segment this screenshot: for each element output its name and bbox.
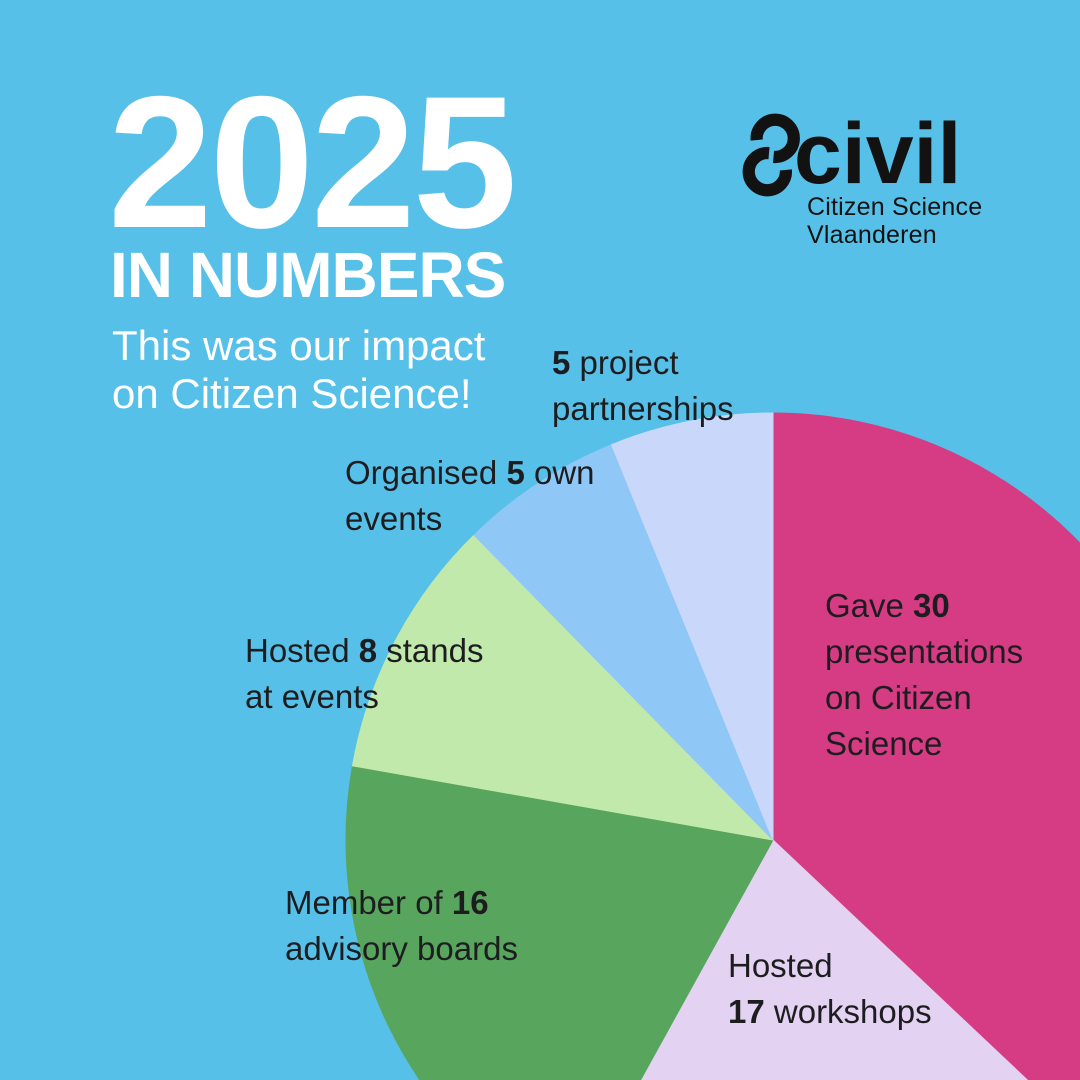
subtitle-line2: on Citizen Science! xyxy=(112,370,472,417)
pie-label-line: Science xyxy=(825,721,1023,767)
logo-tagline-line1: Citizen Science xyxy=(807,193,983,221)
pie-label-line: presentations xyxy=(825,629,1023,675)
pie-label-workshops: Hosted 17 workshops xyxy=(728,943,932,1035)
pie-label-line: advisory boards xyxy=(285,926,518,972)
title-heading: IN NUMBERS xyxy=(110,239,506,311)
pie-label-own-events: Organised 5 own events xyxy=(345,450,595,542)
pie-label-line: 17 workshops xyxy=(728,989,932,1035)
pie-label-text: own xyxy=(524,454,595,491)
pie-label-line: at events xyxy=(245,674,484,720)
logo-tagline: Citizen Science Vlaanderen xyxy=(807,193,982,249)
pie-label-value: 17 xyxy=(728,993,765,1030)
subtitle-line1: This was our impact xyxy=(112,322,486,369)
scivil-logo: civil Citizen Science Vlaanderen xyxy=(738,106,998,249)
pie-label-value: 16 xyxy=(451,884,489,921)
pie-label-text: stands xyxy=(377,632,484,669)
pie-label-project-partnerships: 5 project partnerships xyxy=(552,340,734,432)
pie-label-line: Hosted xyxy=(728,943,932,989)
pie-label-line: Hosted 8 stands xyxy=(245,628,484,674)
pie-slice-advisory-boards xyxy=(345,765,774,1080)
pie-label-text: Science xyxy=(825,725,943,762)
pie-label-text: at events xyxy=(245,678,379,715)
scivil-s-icon xyxy=(742,113,800,197)
scivil-s-bottom-arc xyxy=(742,147,792,197)
title-year: 2025 xyxy=(108,57,517,267)
pie-label-value: 5 xyxy=(552,344,571,381)
pie-label-value: 5 xyxy=(506,454,525,491)
pie-label-text: presentations xyxy=(825,633,1024,670)
pie-label-line: Gave 30 xyxy=(825,583,1023,629)
pie-label-text: partnerships xyxy=(552,390,734,427)
pie-label-text: Hosted xyxy=(245,632,359,669)
pie-slice-stands xyxy=(351,534,775,841)
pie-label-text: events xyxy=(345,500,443,537)
pie-label-text: workshops xyxy=(764,993,932,1030)
pie-label-line: on Citizen xyxy=(825,675,1023,721)
logo-wordmark: civil xyxy=(794,106,962,202)
pie-slice-project-partnerships xyxy=(610,412,774,841)
pie-slice-workshops xyxy=(640,839,1029,1080)
pie-label-text: Member of xyxy=(285,884,452,921)
pie-label-value: 8 xyxy=(358,632,378,669)
logo-tagline-line2: Vlaanderen xyxy=(807,221,937,249)
pie-label-line: Member of 16 xyxy=(285,880,518,926)
subtitle: This was our impact on Citizen Science! xyxy=(112,322,485,418)
pie-label-stands: Hosted 8 stands at events xyxy=(245,628,484,720)
pie-label-text: Hosted xyxy=(728,947,833,984)
pie-label-presentations: Gave 30 presentations on Citizen Science xyxy=(825,583,1023,767)
pie-label-text: project xyxy=(570,344,679,381)
pie-label-line: 5 project xyxy=(552,340,734,386)
pie-slice-own-events xyxy=(473,444,774,841)
pie-label-value: 30 xyxy=(913,587,950,624)
pie-label-text: advisory boards xyxy=(285,930,518,967)
scivil-s-top-arc xyxy=(750,113,800,163)
pie-label-text: Organised xyxy=(345,454,507,491)
pie-label-line: events xyxy=(345,496,595,542)
pie-slice-presentations xyxy=(772,412,1080,1080)
pie-label-line: Organised 5 own xyxy=(345,450,595,496)
pie-label-line: partnerships xyxy=(552,386,734,432)
pie-label-text: Gave xyxy=(825,587,914,624)
pie-label-text: on Citizen xyxy=(825,679,972,716)
pie-label-advisory-boards: Member of 16 advisory boards xyxy=(285,880,518,972)
